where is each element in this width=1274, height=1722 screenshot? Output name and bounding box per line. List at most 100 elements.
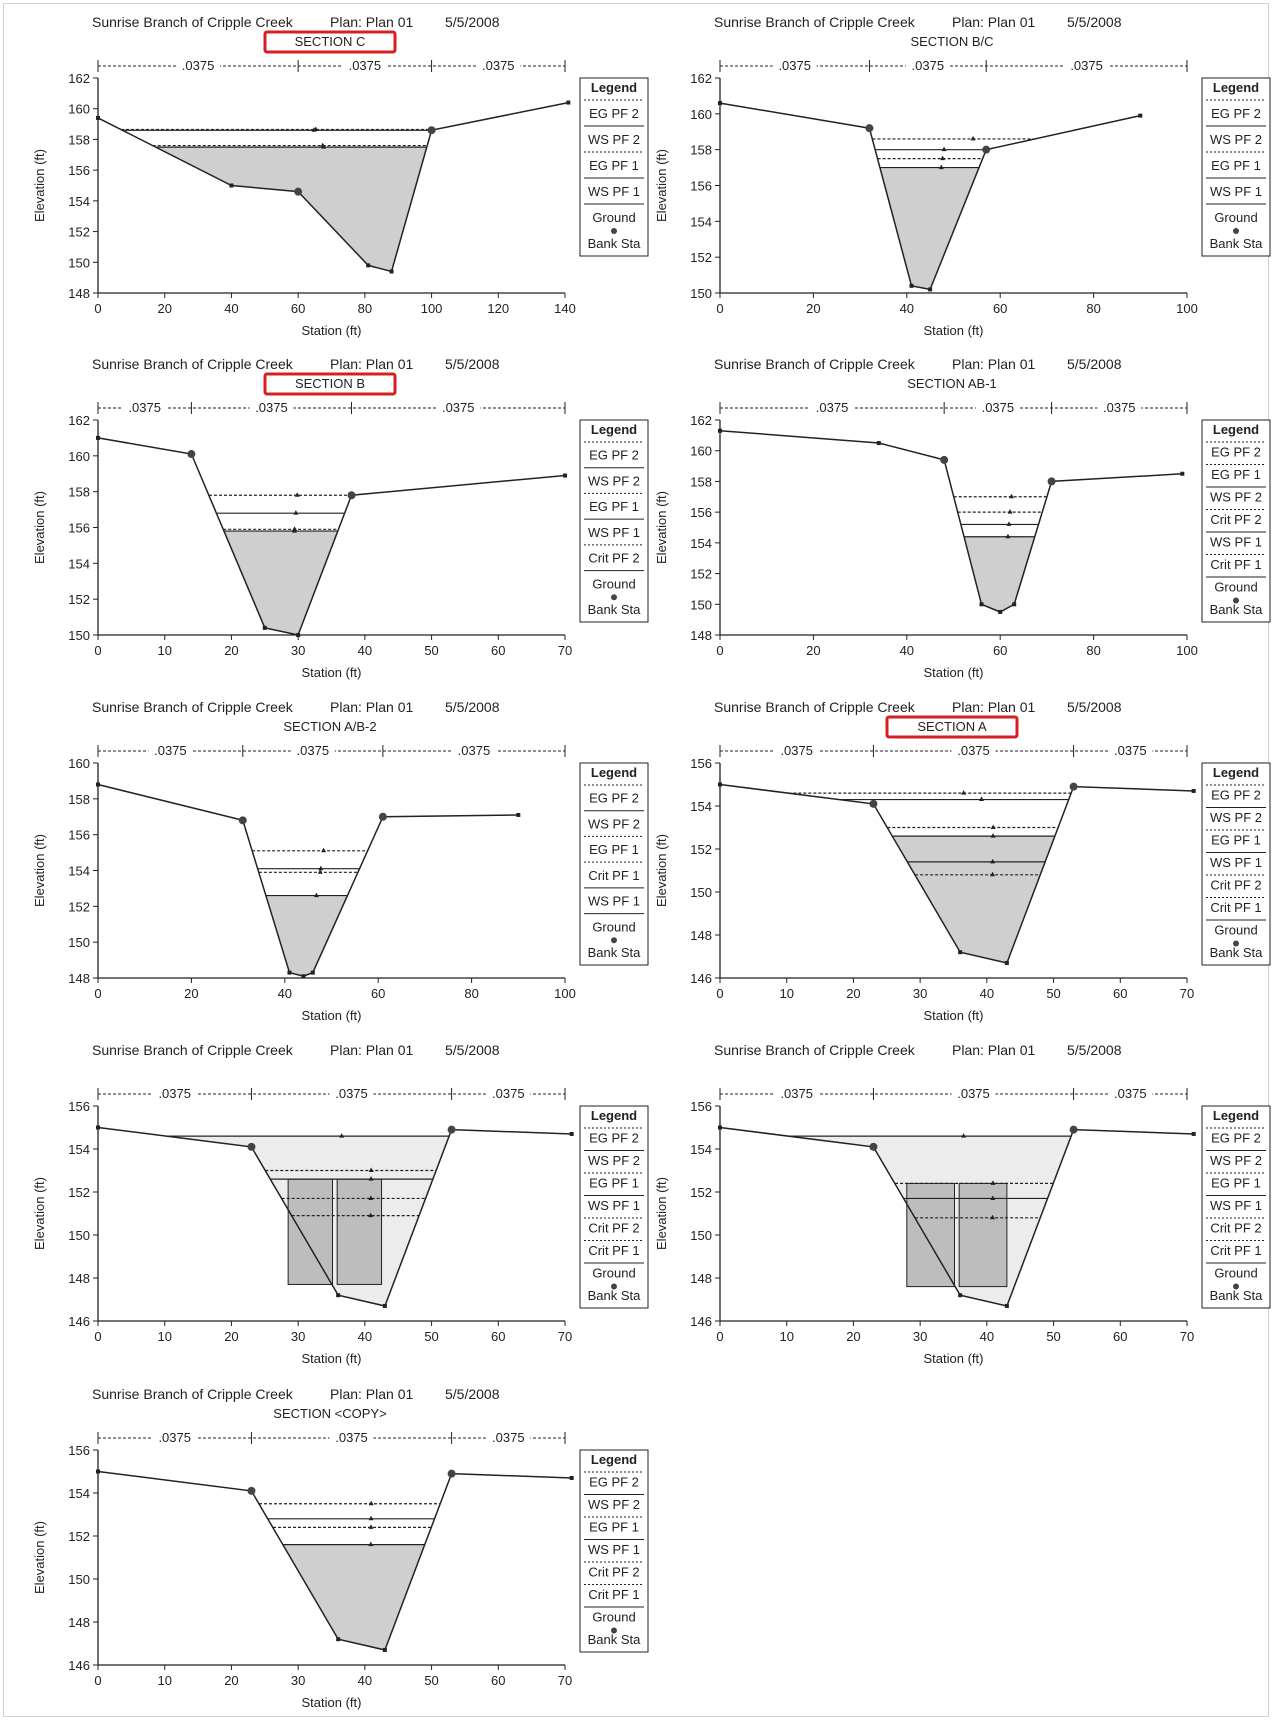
level-marker-4 (291, 528, 297, 533)
ground-point-4 (301, 974, 306, 979)
ground-point-1 (718, 428, 722, 433)
level-marker-4 (938, 164, 944, 170)
header-plan: Plan: Plan 01 (330, 14, 413, 30)
x-tick-label-5: 40 (980, 986, 994, 1001)
bank-station-2 (447, 1469, 456, 1478)
y-tick-label-4: 152 (68, 1185, 90, 1200)
y-tick-label-1: 148 (690, 628, 712, 643)
manning-label-2: .0375 (982, 400, 1015, 415)
legend-item-2: WS PF 2 (588, 132, 640, 147)
ground-point-6 (1138, 113, 1143, 118)
ground-point-2 (229, 183, 234, 188)
x-tick-label-4: 60 (993, 301, 1007, 316)
x-axis-label: Station (ft) (302, 1695, 362, 1710)
legend-box (1201, 762, 1271, 966)
bank-station-1 (865, 124, 874, 133)
manning-label-2: .0375 (335, 1086, 368, 1101)
y-tick-label-7: 162 (690, 71, 712, 86)
level-marker-4 (1005, 533, 1011, 539)
legend-item-1: EG PF 2 (1211, 106, 1261, 121)
x-tick-label-1: 0 (716, 1329, 723, 1344)
x-tick-label-8: 140 (554, 301, 576, 316)
manning-label-1: .0375 (154, 743, 187, 758)
legend-title: Legend (591, 1108, 637, 1123)
level-marker-3 (990, 824, 996, 829)
ground-line (719, 429, 1183, 613)
manning-label-2: .0375 (349, 58, 382, 73)
manning-label-1: .0375 (128, 400, 161, 415)
manning-label-bg-1 (774, 1086, 819, 1100)
legend-item-5: Ground (592, 210, 635, 225)
legend-item-4: Crit PF 2 (1210, 512, 1261, 527)
y-tick-label-3: 152 (690, 567, 712, 582)
level-marker-2 (990, 1180, 996, 1185)
legend-item-5: WS PF 1 (1210, 535, 1262, 550)
legend-item-4: WS PF 1 (588, 1542, 640, 1557)
manning-label-3: .0375 (1114, 1086, 1147, 1101)
manning-label-bg-3 (1097, 400, 1142, 414)
bank-station-2 (447, 1125, 456, 1134)
manning-label-bg-1 (176, 58, 221, 72)
ground-line (719, 102, 1141, 291)
y-tick-label-7: 162 (68, 413, 90, 428)
manning-label-2: .0375 (255, 400, 288, 415)
y-tick-label-2: 150 (68, 255, 90, 270)
manning-label-bg-1 (810, 400, 855, 414)
x-tick-label-8: 70 (558, 643, 572, 658)
ground-point-3 (336, 1637, 341, 1642)
y-tick-label-6: 160 (68, 449, 90, 464)
legend-item-2: WS PF 2 (1210, 132, 1262, 147)
header-river: Sunrise Branch of Cripple Creek (92, 356, 294, 372)
legend-item-2: EG PF 1 (1211, 467, 1261, 482)
legend-item-4: WS PF 1 (1210, 855, 1262, 870)
level-marker-2 (311, 127, 317, 132)
header-date: 5/5/2008 (445, 1042, 500, 1058)
legend-bank-marker (611, 1627, 617, 1634)
header-date: 5/5/2008 (1067, 1042, 1122, 1058)
x-axis-label: Station (ft) (302, 1351, 362, 1366)
section-title: SECTION A (917, 719, 987, 734)
x-tick-label-3: 20 (846, 1329, 860, 1344)
section-title: SECTION C (295, 34, 366, 49)
ground-line (97, 1470, 572, 1651)
legend-item-4: WS PF 1 (1210, 1198, 1262, 1213)
x-tick-label-8: 70 (558, 1673, 572, 1688)
legend-item-7: Ground (592, 1266, 635, 1281)
x-tick-label-6: 100 (421, 301, 443, 316)
bank-station-2 (982, 145, 991, 154)
x-tick-label-8: 70 (1180, 1329, 1194, 1344)
level-marker-2 (368, 1515, 374, 1521)
legend-title: Legend (591, 80, 637, 95)
manning-label-3: .0375 (492, 1430, 525, 1445)
legend-item-3: EG PF 1 (589, 1520, 639, 1535)
y-tick-label-4: 156 (68, 521, 90, 536)
header-river: Sunrise Branch of Cripple Creek (92, 699, 294, 715)
legend-box (579, 1105, 649, 1309)
bank-station-2 (1047, 477, 1056, 486)
x-tick-label-1: 0 (94, 643, 101, 658)
header-date: 5/5/2008 (445, 1386, 500, 1402)
manning-label-bg-2 (329, 1086, 374, 1100)
bank-station-2 (1069, 1125, 1078, 1134)
level-marker-4 (321, 144, 327, 149)
ground-point-4 (382, 1303, 387, 1308)
chart-panel-3: Sunrise Branch of Cripple Creek Plan: Pla… (32, 356, 649, 680)
ground-point-6 (563, 473, 567, 478)
ground-point-7 (516, 812, 521, 817)
legend-bank-marker (1233, 940, 1239, 947)
header-plan: Plan: Plan 01 (952, 356, 1035, 372)
y-tick-label-1: 148 (68, 286, 90, 301)
bank-station-1 (294, 187, 303, 196)
manning-label-1: .0375 (780, 1086, 813, 1101)
legend-item-3: WS PF 2 (1210, 490, 1262, 505)
ground-point-5 (389, 269, 394, 274)
x-tick-label-2: 10 (779, 986, 793, 1001)
legend-item-5: Crit PF 2 (588, 551, 639, 566)
level-marker-3 (990, 1195, 996, 1200)
y-tick-label-6: 158 (68, 792, 90, 807)
y-tick-label-3: 152 (68, 225, 90, 240)
level-marker-2 (368, 1167, 374, 1172)
legend-item-3: EG PF 1 (589, 842, 639, 857)
legend-title: Legend (591, 422, 637, 437)
level-marker-2 (293, 510, 299, 515)
